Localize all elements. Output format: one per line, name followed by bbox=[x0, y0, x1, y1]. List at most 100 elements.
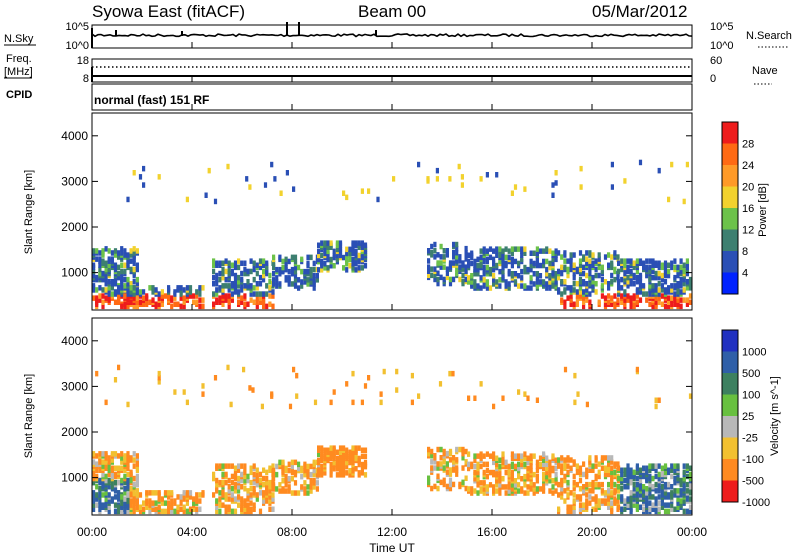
echo-cell bbox=[520, 275, 524, 281]
echo-cell bbox=[243, 266, 247, 273]
echo-cell bbox=[623, 270, 627, 277]
echo-cell bbox=[482, 453, 486, 459]
echo-cell bbox=[597, 252, 601, 258]
echo-cell bbox=[569, 252, 573, 258]
echo-cell bbox=[620, 475, 624, 482]
echo-cell bbox=[535, 250, 539, 256]
echo-cell bbox=[617, 268, 621, 275]
echo-cell bbox=[262, 303, 266, 310]
echo-cell bbox=[513, 463, 518, 470]
echo-cell bbox=[467, 258, 471, 265]
echo-cell bbox=[613, 488, 617, 494]
echo-cell bbox=[323, 453, 327, 460]
echo-cell bbox=[629, 473, 633, 480]
echo-cell bbox=[510, 262, 514, 269]
echo-cell bbox=[467, 262, 471, 269]
echo-cell bbox=[338, 445, 343, 451]
echo-cell bbox=[535, 279, 539, 285]
echo-cell bbox=[688, 490, 693, 496]
echo-cell bbox=[323, 248, 327, 255]
echo-cell bbox=[495, 279, 499, 285]
echo-cell bbox=[218, 496, 222, 502]
echo-cell bbox=[92, 469, 96, 476]
echo-cell bbox=[492, 277, 496, 283]
echo-cell bbox=[623, 498, 627, 504]
y-tick-label: 3000 bbox=[61, 379, 88, 393]
echo-cell bbox=[436, 276, 440, 283]
echo-cell bbox=[92, 459, 96, 465]
echo-cell bbox=[338, 453, 343, 460]
velocity-heatmap bbox=[92, 364, 693, 515]
echo-cell bbox=[523, 490, 527, 496]
echo-cell bbox=[142, 295, 146, 301]
cpid-text: normal (fast) 151 RF bbox=[94, 93, 209, 107]
echo-cell bbox=[320, 267, 324, 273]
echo-cell bbox=[126, 252, 130, 258]
echo-cell bbox=[101, 258, 105, 264]
echo-cell bbox=[461, 272, 465, 279]
echo-cell bbox=[654, 467, 658, 473]
echo-cell bbox=[455, 254, 459, 260]
echo-cell bbox=[648, 291, 652, 297]
echo-cell bbox=[648, 486, 652, 492]
echo-cell bbox=[501, 260, 505, 267]
colorbar-segment bbox=[722, 229, 738, 251]
echo-cell bbox=[670, 506, 674, 512]
echo-cell bbox=[287, 281, 291, 287]
echo-cell bbox=[645, 297, 649, 303]
echo-cell bbox=[268, 488, 272, 494]
echo-cell bbox=[657, 167, 661, 174]
echo-cell bbox=[317, 267, 321, 273]
colorbar-segment bbox=[722, 122, 738, 144]
echo-cell bbox=[545, 455, 549, 461]
echo-cell bbox=[616, 274, 620, 281]
echo-cell bbox=[445, 270, 449, 276]
echo-cell bbox=[542, 279, 546, 285]
echo-cell bbox=[585, 256, 589, 262]
echo-cell bbox=[563, 457, 567, 463]
echo-cell bbox=[101, 459, 105, 465]
echo-cell bbox=[120, 477, 124, 484]
echo-cell bbox=[252, 291, 256, 297]
echo-cell bbox=[135, 498, 139, 504]
echo-cell bbox=[517, 283, 521, 289]
cpid-label: CPID bbox=[6, 89, 32, 101]
echo-cell bbox=[467, 465, 471, 472]
echo-cell bbox=[538, 486, 543, 492]
colorbar-tick-label: 20 bbox=[742, 182, 754, 194]
echo-cell bbox=[523, 451, 527, 457]
echo-cell bbox=[488, 453, 493, 459]
echo-cell bbox=[501, 476, 505, 482]
echo-cell bbox=[262, 490, 266, 496]
echo-cell bbox=[221, 463, 225, 469]
echo-cell bbox=[249, 297, 253, 303]
echo-cell bbox=[660, 490, 664, 496]
echo-cell bbox=[176, 494, 180, 500]
echo-cell bbox=[215, 463, 219, 469]
echo-cell bbox=[278, 281, 282, 287]
echo-cell bbox=[113, 488, 118, 494]
echo-cell bbox=[657, 274, 661, 281]
echo-cell bbox=[588, 494, 592, 500]
echo-cell bbox=[275, 279, 279, 285]
echo-cell bbox=[594, 258, 598, 264]
echo-cell bbox=[287, 488, 291, 494]
echo-cell bbox=[224, 504, 228, 510]
echo-cell bbox=[651, 283, 655, 289]
echo-cell bbox=[501, 248, 505, 254]
echo-cell bbox=[345, 470, 349, 476]
echo-cell bbox=[597, 502, 601, 508]
echo-cell bbox=[233, 508, 238, 515]
echo-cell bbox=[252, 471, 256, 478]
echo-cell bbox=[638, 477, 643, 484]
echo-cell bbox=[132, 506, 136, 512]
echo-cell bbox=[120, 250, 124, 256]
echo-cell bbox=[110, 473, 114, 480]
echo-cell bbox=[551, 283, 555, 289]
echo-cell bbox=[345, 194, 349, 201]
echo-cell bbox=[230, 508, 234, 515]
echo-cell bbox=[560, 463, 564, 469]
echo-cell bbox=[213, 198, 218, 205]
echo-cell bbox=[167, 293, 171, 299]
echo-cell bbox=[648, 301, 652, 307]
